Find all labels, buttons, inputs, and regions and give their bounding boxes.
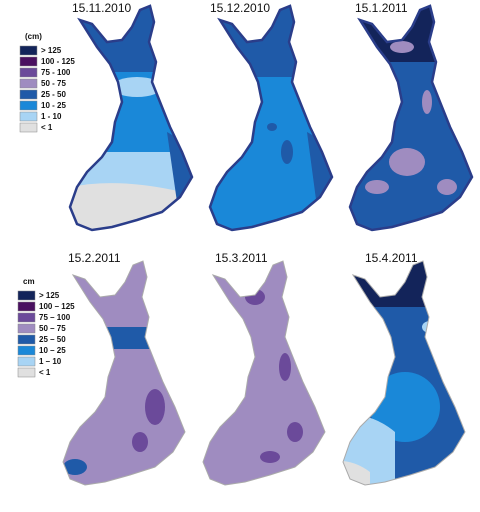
legend-label: 10 - 25 (41, 101, 66, 110)
map-panel (68, 4, 194, 232)
legend: (cm) > 125 100 - 125 75 - 100 50 - 75 25 - 50… (19, 32, 75, 133)
legend-label: < 1 (39, 368, 51, 377)
legend-label: 1 – 10 (39, 357, 62, 366)
map-panel (342, 260, 466, 486)
map-panel (208, 4, 334, 232)
legend-label: 25 - 50 (41, 90, 66, 99)
map-date: 15.11.2010 (72, 1, 131, 15)
legend-swatch (17, 345, 36, 356)
legend-swatch (19, 78, 38, 89)
legend-swatch (19, 67, 38, 78)
legend-title: (cm) (25, 32, 42, 41)
legend-label: 100 - 125 (41, 57, 75, 66)
legend-title: cm (23, 277, 35, 286)
map-date: 15.12.2010 (210, 1, 270, 15)
legend: cm > 125 100 – 125 75 – 100 50 – 75 25 – 50 10… (17, 277, 75, 378)
legend-label: 50 – 75 (39, 324, 66, 333)
map-date: 15.2.2011 (68, 251, 121, 265)
legend-swatch (19, 89, 38, 100)
map-date: 15.1.2011 (355, 1, 408, 15)
legend-label: 1 - 10 (41, 112, 62, 121)
legend-swatch (17, 367, 36, 378)
map-panel (62, 260, 186, 486)
legend-swatch (17, 301, 36, 312)
legend-swatch (17, 356, 36, 367)
legend-swatch (17, 312, 36, 323)
map-panel (202, 260, 326, 486)
legend-swatch (19, 45, 38, 56)
legend-label: 75 – 100 (39, 313, 71, 322)
legend-label: 100 – 125 (39, 302, 75, 311)
legend-swatch (17, 334, 36, 345)
legend-swatch (19, 111, 38, 122)
map-panel (348, 4, 474, 232)
legend-label: < 1 (41, 123, 53, 132)
legend-swatch (19, 122, 38, 133)
legend-swatch (17, 323, 36, 334)
legend-label: > 125 (41, 46, 62, 55)
legend-label: > 125 (39, 291, 60, 300)
legend-swatch (19, 56, 38, 67)
map-date: 15.3.2011 (215, 251, 268, 265)
legend-label: 75 - 100 (41, 68, 71, 77)
legend-swatch (19, 100, 38, 111)
legend-label: 50 - 75 (41, 79, 66, 88)
map-date: 15.4.2011 (365, 251, 418, 265)
legend-swatch (17, 290, 36, 301)
legend-label: 25 – 50 (39, 335, 66, 344)
legend-label: 10 – 25 (39, 346, 66, 355)
